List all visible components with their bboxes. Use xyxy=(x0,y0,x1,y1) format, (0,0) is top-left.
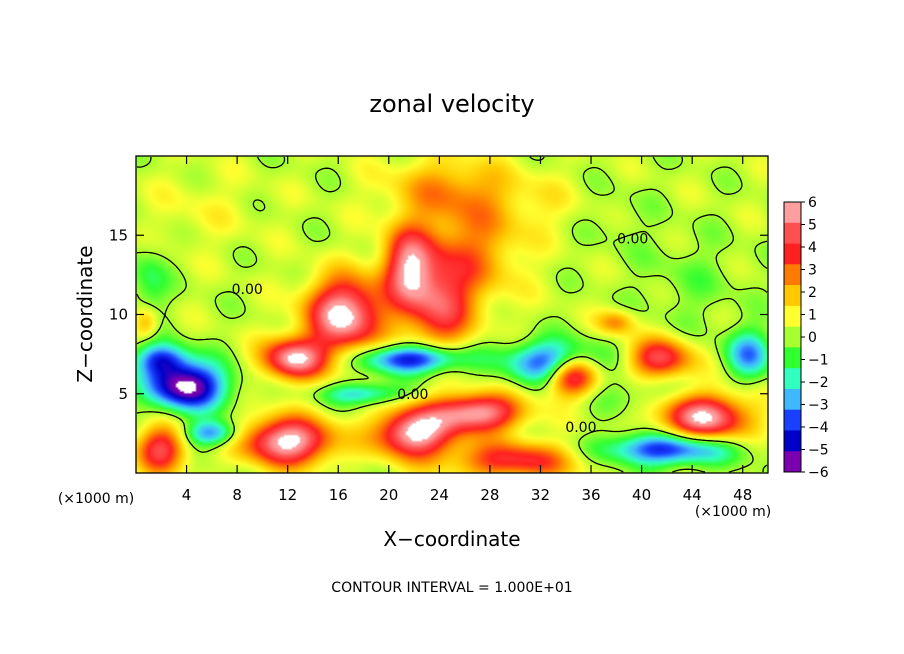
x-axis-unit-right: (×1000 m) xyxy=(695,504,771,520)
x-tick-label-4: 4 xyxy=(182,486,192,504)
contour-labels: 0.00 0.00 0.00 0.00 xyxy=(232,231,649,436)
colorbar-label-2: 4 xyxy=(808,240,817,256)
x-axis-label: X−coordinate xyxy=(383,527,520,551)
x-tick-label-44: 44 xyxy=(683,486,702,504)
velocity-field xyxy=(136,156,768,473)
y-axis-ticks: 5 10 15 xyxy=(109,226,768,403)
x-tick-label-16: 16 xyxy=(329,486,348,504)
colorbar-swatch-1 xyxy=(784,222,801,245)
x-axis-ticks: 4 8 12 16 20 24 28 32 36 40 44 48 xyxy=(182,156,752,504)
colorbar-label-9: −3 xyxy=(808,398,829,414)
colorbar-label-10: −4 xyxy=(808,420,829,436)
colorbar-label-12: −6 xyxy=(808,465,829,481)
contour-label-1: 0.00 xyxy=(617,231,648,247)
x-tick-label-20: 20 xyxy=(379,486,398,504)
colorbar-label-3: 3 xyxy=(808,263,817,279)
y-tick-label-10: 10 xyxy=(109,306,128,324)
x-tick-label-40: 40 xyxy=(632,486,651,504)
colorbar-swatch-9 xyxy=(784,388,801,411)
colorbar-swatch-3 xyxy=(784,264,801,286)
colorbar-label-5: 1 xyxy=(808,308,817,324)
contour-label-0: 0.00 xyxy=(232,282,263,298)
colorbar: 6 5 4 3 2 1 0 −1 −2 −3 −4 −5 −6 xyxy=(783,195,829,481)
x-tick-label-8: 8 xyxy=(232,486,242,504)
x-tick-label-36: 36 xyxy=(581,486,600,504)
contour-lines xyxy=(136,156,768,473)
colorbar-label-11: −5 xyxy=(808,443,829,459)
colorbar-swatch-2 xyxy=(784,243,801,265)
colorbar-swatch-8 xyxy=(784,368,801,390)
colorbar-label-8: −2 xyxy=(808,375,829,391)
x-tick-label-24: 24 xyxy=(430,486,449,504)
contour-interval-footer: CONTOUR INTERVAL = 1.000E+01 xyxy=(331,580,572,596)
x-axis-unit-left: (×1000 m) xyxy=(58,491,134,507)
colorbar-swatch-6 xyxy=(784,326,801,348)
plot-area: 0.00 0.00 0.00 0.00 xyxy=(135,155,769,474)
colorbar-swatch-10 xyxy=(784,409,801,431)
y-axis-label: Z−coordinate xyxy=(73,245,97,382)
colorbar-swatch-12 xyxy=(784,451,801,473)
colorbar-swatch-7 xyxy=(784,347,801,369)
y-tick-label-15: 15 xyxy=(109,226,128,244)
colorbar-swatch-4 xyxy=(784,285,801,307)
colorbar-label-4: 2 xyxy=(808,285,817,301)
x-tick-label-48: 48 xyxy=(733,486,752,504)
colorbar-label-7: −1 xyxy=(808,353,829,369)
colorbar-swatch-11 xyxy=(784,430,801,452)
colorbar-label-0: 6 xyxy=(808,195,817,211)
colorbar-label-6: 0 xyxy=(808,330,817,346)
chart-title: zonal velocity xyxy=(369,90,534,118)
x-tick-label-32: 32 xyxy=(531,486,550,504)
colorbar-label-1: 5 xyxy=(808,218,817,234)
colorbar-swatch-0 xyxy=(784,202,801,224)
x-tick-label-28: 28 xyxy=(480,486,499,504)
contour-zero xyxy=(136,156,768,473)
colorbar-swatch-5 xyxy=(784,305,801,328)
y-tick-label-5: 5 xyxy=(118,385,128,403)
x-tick-label-12: 12 xyxy=(278,486,297,504)
contour-label-3: 0.00 xyxy=(565,420,596,436)
contour-label-2: 0.00 xyxy=(397,387,428,403)
